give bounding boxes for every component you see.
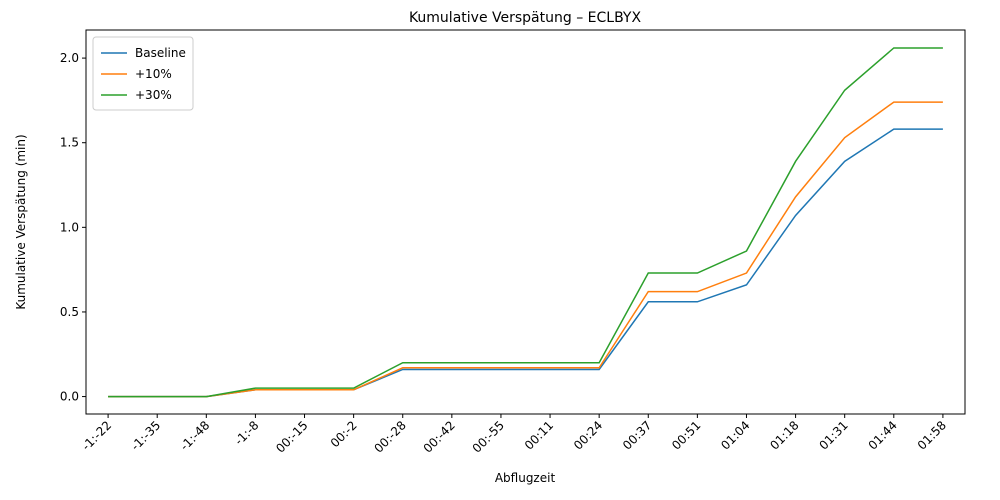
x-tick-label: -1:-8 [232,418,262,448]
x-tick-label: 00:-15 [273,418,310,455]
x-tick-label: 01:58 [915,418,949,452]
legend-label: +30% [135,88,172,102]
x-tick-label: 00:37 [620,418,654,452]
x-tick-label: 01:31 [816,418,850,452]
x-tick-label: 00:-2 [328,418,360,450]
x-tick-label: 00:-28 [371,418,408,455]
series-line [108,101,943,398]
y-axis-label: Kumulative Verspätung (min) [14,134,28,309]
chart-title: Kumulative Verspätung – ECLBYX [409,10,642,26]
x-tick-label: -1:-48 [177,418,212,453]
x-tick-label: 00:-55 [470,418,507,455]
plot-frame [85,29,966,415]
legend-box [92,36,194,111]
x-tick-label: -1:-22 [79,418,114,453]
legend-label: +10% [135,67,172,81]
legend-label: Baseline [135,46,186,60]
x-tick-label: -1:-35 [128,418,163,453]
x-tick-label: 01:44 [866,418,900,452]
legend: Baseline +10% +30% [92,36,194,111]
x-axis-label: Abflugzeit [495,471,556,485]
x-tick-label: 00:-42 [421,418,458,455]
y-tick-label: 0.5 [60,305,79,319]
x-tick-label: 00:51 [669,418,703,452]
y-tick-label: 0.0 [60,390,79,404]
x-tick-label: 01:18 [767,418,801,452]
y-tick-label: 1.5 [60,136,79,150]
x-tick-label: 01:04 [718,418,752,452]
series-line [108,47,943,398]
x-tick-label: 00:24 [571,418,605,452]
x-tick-label: 00:11 [522,418,556,452]
y-tick-label: 1.0 [60,220,79,234]
y-tick-label: 2.0 [60,51,79,65]
